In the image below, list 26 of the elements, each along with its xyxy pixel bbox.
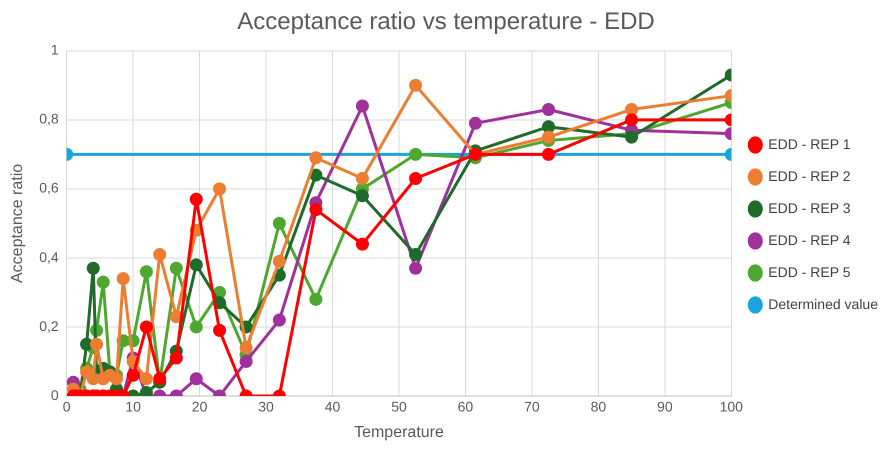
x-tick-label: 70 [524, 398, 540, 414]
y-tick-label: 0,6 [39, 180, 59, 196]
legend-label: EDD - REP 2 [768, 168, 851, 184]
x-tick-label: 60 [458, 398, 474, 414]
legend-label: EDD - REP 1 [768, 136, 851, 152]
y-tick-label: 0 [50, 386, 59, 403]
x-tick-label: 90 [657, 398, 673, 414]
x-tick-label: 50 [391, 398, 407, 414]
legend-label: EDD - REP 5 [768, 264, 851, 280]
x-tick-label: 40 [324, 398, 341, 414]
x-axis-title: Temperature [354, 424, 444, 441]
y-tick-label: 0,2 [39, 318, 59, 334]
x-tick-label: 20 [192, 398, 208, 414]
legend-label: EDD - REP 4 [768, 232, 851, 248]
x-tick-label: 80 [590, 398, 606, 414]
y-axis-title: Acceptance ratio [9, 164, 26, 283]
chart-title: Acceptance ratio vs temperature - EDD [237, 8, 655, 36]
y-tick-label: 0,8 [39, 110, 59, 127]
x-tick-label: 30 [258, 398, 274, 414]
x-tick-label: 100 [720, 398, 744, 414]
legend-label: Determined value [768, 296, 878, 312]
y-tick-label: 0,4 [39, 248, 59, 265]
legend-label: EDD - REP 3 [768, 200, 851, 216]
y-tick-label: 1 [50, 42, 59, 58]
x-tick-label: 0 [62, 398, 71, 414]
x-tick-label: 10 [125, 398, 142, 414]
